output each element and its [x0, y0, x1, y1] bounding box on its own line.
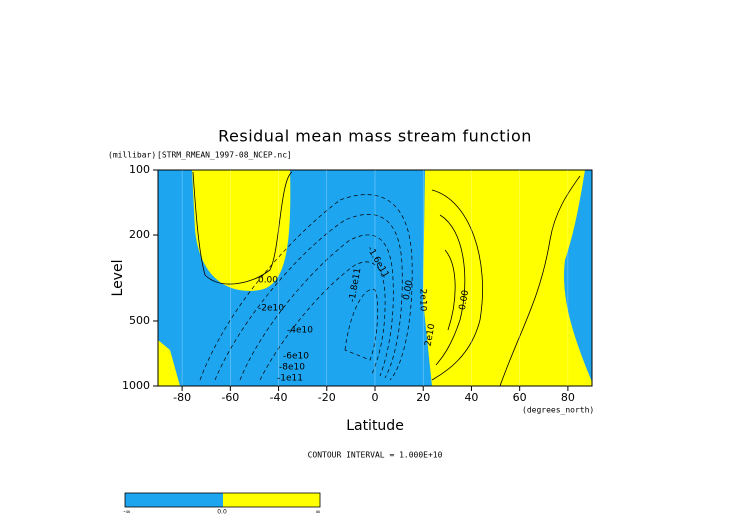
y-tick-label: 200: [129, 228, 150, 241]
colorbar-positive: [223, 493, 320, 507]
y-unit: (millibar): [108, 151, 156, 160]
contour-label: 0.00: [258, 276, 278, 286]
y-tick-label: 500: [129, 314, 150, 327]
x-tick-label: 40: [464, 391, 478, 404]
negative-region: [158, 170, 432, 386]
colorbar-label: -∞: [123, 509, 130, 516]
chart-title: Residual mean mass stream function: [218, 127, 532, 146]
contour-label: -1e11: [277, 374, 303, 384]
colorbar-frame: [124, 492, 321, 508]
y-tick-label: 100: [129, 163, 150, 176]
x-axis-label: Latitude: [346, 418, 404, 434]
positive-contours: [192, 171, 581, 387]
y-tick-label: 1000: [122, 379, 150, 392]
contour-label: -8e10: [279, 363, 305, 373]
y-axis-label: Level: [110, 260, 126, 297]
subtitle: [STRM_RMEAN_1997-08_NCEP.nc]: [157, 151, 292, 160]
colorbar-label: 0.0: [217, 509, 227, 516]
x-tick-label: -40: [270, 391, 288, 404]
x-tick-label: -80: [173, 391, 191, 404]
colorbar-negative: [125, 493, 223, 507]
x-tick-label: 80: [561, 391, 575, 404]
x-tick-label: 20: [416, 391, 430, 404]
contour-label: -6e10: [283, 352, 309, 362]
contour-label: 0.00: [458, 289, 471, 311]
contour-label: 2e10: [418, 289, 428, 312]
x-tick-label: 0: [372, 391, 379, 404]
contour-label: 2e10: [424, 323, 438, 347]
x-tick-label: -60: [221, 391, 239, 404]
contour-label: -2e10: [258, 304, 284, 314]
colorbar-label: ∞: [316, 509, 321, 516]
footnote: CONTOUR INTERVAL = 1.000E+10: [308, 451, 443, 460]
x-tick-label: -20: [318, 391, 336, 404]
contour-label: -4e10: [287, 326, 313, 336]
x-tick-label: 60: [513, 391, 527, 404]
contour-label: 0.00: [402, 279, 415, 301]
x-unit: (degrees_north): [522, 406, 594, 415]
negative-region: [564, 170, 592, 382]
